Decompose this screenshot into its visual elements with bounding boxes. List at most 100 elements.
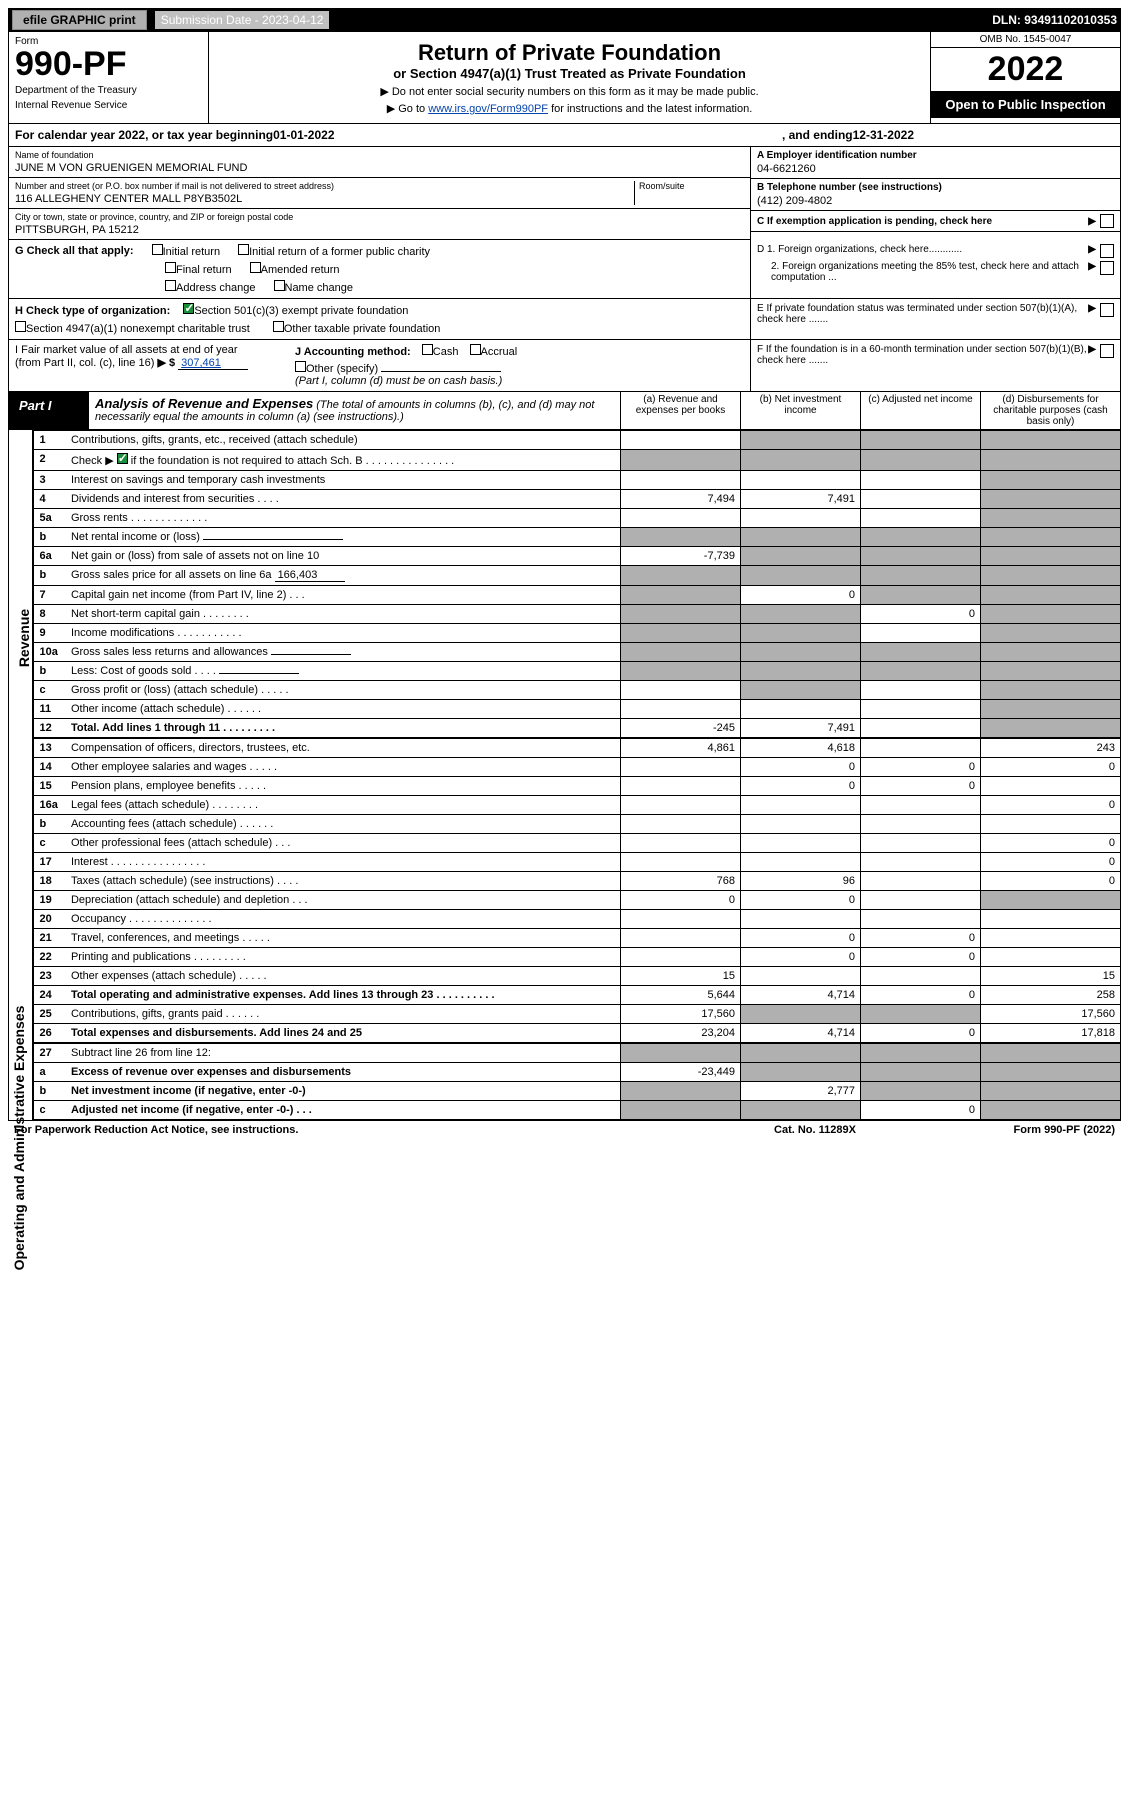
table-row: 25Contributions, gifts, grants paid . . … — [34, 1005, 1121, 1024]
table-row: 16aLegal fees (attach schedule) . . . . … — [34, 796, 1121, 815]
table-row: 9Income modifications . . . . . . . . . … — [34, 624, 1121, 643]
table-row: bNet investment income (if negative, ent… — [34, 1082, 1121, 1101]
form-subtitle: or Section 4947(a)(1) Trust Treated as P… — [217, 66, 922, 81]
cash-checkbox[interactable] — [422, 344, 433, 355]
accrual-checkbox[interactable] — [470, 344, 481, 355]
city-state-zip: PITTSBURGH, PA 15212 — [15, 224, 744, 236]
initial-return-former-checkbox[interactable] — [238, 244, 249, 255]
irs-link[interactable]: www.irs.gov/Form990PF — [428, 103, 548, 115]
other-method-checkbox[interactable] — [295, 361, 306, 372]
f-label: F If the foundation is in a 60-month ter… — [757, 344, 1088, 387]
omb-number: OMB No. 1545-0047 — [931, 32, 1120, 48]
d2-label: 2. Foreign organizations meeting the 85%… — [757, 261, 1088, 283]
form-number: 990-PF — [15, 47, 202, 81]
open-public-badge: Open to Public Inspection — [931, 91, 1120, 118]
table-row: bLess: Cost of goods sold . . . . — [34, 662, 1121, 681]
address-label: Number and street (or P.O. box number if… — [15, 181, 634, 191]
table-row: 8Net short-term capital gain . . . . . .… — [34, 605, 1121, 624]
table-row: 12Total. Add lines 1 through 11 . . . . … — [34, 719, 1121, 739]
irs-label: Internal Revenue Service — [15, 100, 202, 111]
table-row: bNet rental income or (loss) — [34, 528, 1121, 547]
address: 116 ALLEGHENY CENTER MALL P8YB3502L — [15, 193, 634, 205]
table-row: 22Printing and publications . . . . . . … — [34, 948, 1121, 967]
dln-number: DLN: 93491102010353 — [992, 13, 1117, 27]
table-row: 27Subtract line 26 from line 12: — [34, 1043, 1121, 1063]
table-row: cAdjusted net income (if negative, enter… — [34, 1101, 1121, 1120]
table-row: aExcess of revenue over expenses and dis… — [34, 1063, 1121, 1082]
table-row: 19Depreciation (attach schedule) and dep… — [34, 891, 1121, 910]
instruction-1: ▶ Do not enter social security numbers o… — [217, 85, 922, 98]
table-row: 7Capital gain net income (from Part IV, … — [34, 586, 1121, 605]
table-row: 26Total expenses and disbursements. Add … — [34, 1024, 1121, 1044]
exemption-checkbox[interactable] — [1100, 214, 1114, 228]
city-label: City or town, state or province, country… — [15, 212, 744, 222]
table-row: cOther professional fees (attach schedul… — [34, 834, 1121, 853]
table-row: 20Occupancy . . . . . . . . . . . . . . — [34, 910, 1121, 929]
e-checkbox[interactable] — [1100, 303, 1114, 317]
col-b-header: (b) Net investment income — [740, 392, 860, 429]
initial-return-checkbox[interactable] — [152, 244, 163, 255]
table-row: 6aNet gain or (loss) from sale of assets… — [34, 547, 1121, 566]
revenue-side-label: Revenue — [16, 609, 32, 667]
page-footer: For Paperwork Reduction Act Notice, see … — [8, 1120, 1121, 1139]
part-1-label: Part I — [9, 392, 89, 429]
catalog-number: Cat. No. 11289X — [715, 1124, 915, 1136]
table-row: bGross sales price for all assets on lin… — [34, 566, 1121, 586]
f-checkbox[interactable] — [1100, 344, 1114, 358]
amended-return-checkbox[interactable] — [250, 262, 261, 273]
table-row: 1Contributions, gifts, grants, etc., rec… — [34, 431, 1121, 450]
table-row: 15Pension plans, employee benefits . . .… — [34, 777, 1121, 796]
table-row: 5aGross rents . . . . . . . . . . . . . — [34, 509, 1121, 528]
foundation-name-label: Name of foundation — [15, 150, 744, 160]
top-bar: efile GRAPHIC print Submission Date - 20… — [8, 8, 1121, 32]
exemption-pending-label: C If exemption application is pending, c… — [757, 216, 1088, 227]
table-row: 2Check ▶ if the foundation is not requir… — [34, 450, 1121, 471]
col-d-header: (d) Disbursements for charitable purpose… — [980, 392, 1120, 429]
room-suite-label: Room/suite — [639, 181, 744, 191]
form-header: Form 990-PF Department of the Treasury I… — [8, 32, 1121, 124]
expenses-side-label: Operating and Administrative Expenses — [11, 988, 27, 1288]
other-taxable-checkbox[interactable] — [273, 321, 284, 332]
form-title: Return of Private Foundation — [217, 40, 922, 66]
name-change-checkbox[interactable] — [274, 280, 285, 291]
dept-treasury: Department of the Treasury — [15, 85, 202, 96]
table-row: 14Other employee salaries and wages . . … — [34, 758, 1121, 777]
j-note: (Part I, column (d) must be on cash basi… — [295, 375, 744, 387]
ein-value: 04-6621260 — [757, 163, 1114, 175]
ein-label: A Employer identification number — [757, 150, 1114, 161]
d1-checkbox[interactable] — [1100, 244, 1114, 258]
sch-b-checkbox[interactable] — [117, 453, 128, 464]
paperwork-notice: For Paperwork Reduction Act Notice, see … — [14, 1124, 715, 1136]
table-row: 21Travel, conferences, and meetings . . … — [34, 929, 1121, 948]
final-return-checkbox[interactable] — [165, 262, 176, 273]
tax-year: 2022 — [931, 48, 1120, 91]
table-row: 11Other income (attach schedule) . . . .… — [34, 700, 1121, 719]
col-a-header: (a) Revenue and expenses per books — [620, 392, 740, 429]
calendar-year-row: For calendar year 2022, or tax year begi… — [8, 124, 1121, 147]
part-1-title: Analysis of Revenue and Expenses — [95, 396, 313, 411]
g-label: G Check all that apply: — [15, 245, 134, 257]
phone-label: B Telephone number (see instructions) — [757, 182, 1114, 193]
address-change-checkbox[interactable] — [165, 280, 176, 291]
fmv-value[interactable]: 307,461 — [178, 357, 248, 370]
table-row: 18Taxes (attach schedule) (see instructi… — [34, 872, 1121, 891]
year-end: 12-31-2022 — [853, 128, 914, 142]
instruction-2: ▶ Go to www.irs.gov/Form990PF for instru… — [217, 102, 922, 115]
4947a1-checkbox[interactable] — [15, 321, 26, 332]
foundation-name: JUNE M VON GRUENIGEN MEMORIAL FUND — [15, 162, 744, 174]
efile-print-button[interactable]: efile GRAPHIC print — [12, 10, 147, 30]
j-label: J Accounting method: — [295, 346, 411, 358]
gross-sales-value: 166,403 — [275, 569, 345, 582]
phone-value: (412) 209-4802 — [757, 195, 1114, 207]
501c3-checkbox[interactable] — [183, 303, 194, 314]
table-row: 10aGross sales less returns and allowanc… — [34, 643, 1121, 662]
table-row: bAccounting fees (attach schedule) . . .… — [34, 815, 1121, 834]
h-label: H Check type of organization: — [15, 305, 170, 317]
col-c-header: (c) Adjusted net income — [860, 392, 980, 429]
table-row: 4Dividends and interest from securities … — [34, 490, 1121, 509]
d2-checkbox[interactable] — [1100, 261, 1114, 275]
table-row: 13Compensation of officers, directors, t… — [34, 738, 1121, 758]
table-row: 23Other expenses (attach schedule) . . .… — [34, 967, 1121, 986]
submission-date: Submission Date - 2023-04-12 — [155, 11, 330, 29]
form-reference: Form 990-PF (2022) — [915, 1124, 1115, 1136]
